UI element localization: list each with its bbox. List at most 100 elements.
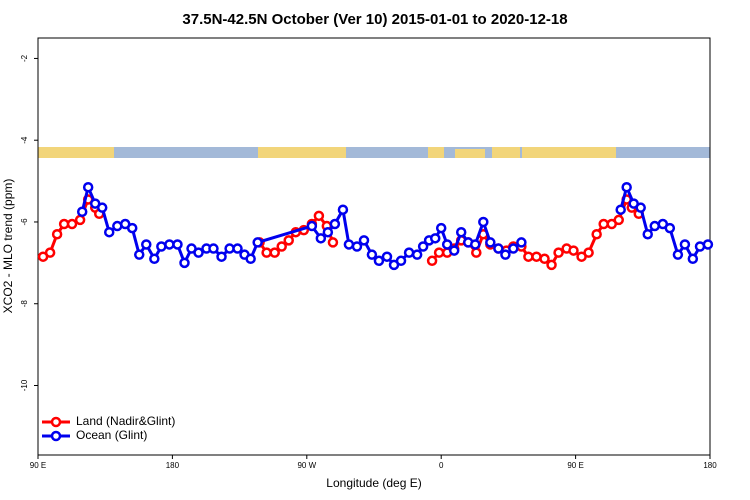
data-point [103,226,115,238]
data-point [164,239,175,250]
data-point [598,218,609,230]
legend-marker [50,430,62,442]
data-point [74,214,86,226]
data-point [358,235,370,246]
data-point [429,233,441,244]
data-point [642,228,653,240]
data-point [702,239,714,250]
land-strip [258,147,346,158]
ocean-strip [38,147,710,158]
data-point [327,237,339,248]
legend-label: Ocean (Glint) [76,428,147,442]
data-point [322,226,334,238]
data-point [531,251,542,262]
data-point [411,249,423,260]
y-tick-label: -10 [20,379,29,391]
data-point [343,239,355,250]
x-tick-label: 180 [703,461,717,470]
data-point [306,220,318,232]
data-point [417,241,429,252]
data-point [471,247,482,258]
data-point [126,222,138,234]
data-point [508,243,519,254]
legend-marker [50,416,62,428]
data-point [133,249,145,260]
data-point [51,228,63,240]
data-point [583,247,594,258]
data-point [76,206,88,217]
data-point [44,247,56,258]
data-point [313,210,325,222]
chart-title: 37.5N-42.5N October (Ver 10) 2015-01-01 … [182,11,567,28]
data-point [193,247,204,258]
data-point [329,218,341,230]
data-point [149,253,160,265]
data-point [351,241,363,252]
x-tick-label: 90 W [297,461,316,470]
data-point [539,253,550,265]
data-point [568,245,579,256]
data-point [337,204,349,215]
data-point [485,237,496,248]
data-point [448,245,460,256]
data-point [179,257,190,269]
data-point [679,239,691,250]
data-point [591,228,602,240]
data-point [672,249,684,260]
data-point [649,220,660,232]
data-point [276,241,287,252]
x-axis-label: Longitude (deg E) [326,476,421,490]
data-point [500,249,511,260]
data-point [433,247,445,258]
x-tick-label: 180 [166,461,180,470]
y-tick-label: -2 [20,54,29,62]
land-strip [455,149,485,158]
data-point [523,251,534,262]
data-point [478,216,489,228]
data-point [441,239,453,250]
data-point [516,237,527,248]
data-point [366,249,378,260]
data-point [395,255,407,267]
x-tick-label: 90 E [30,461,46,470]
data-point [96,202,108,213]
data-point [664,222,676,234]
plot-frame [37,37,711,456]
data-point [82,181,94,193]
data-point [493,243,504,254]
data-point [426,255,438,267]
data-point [156,241,167,252]
data-point [469,239,481,250]
data-point [269,247,280,258]
data-point [315,233,327,244]
x-tick-label: 0 [439,461,444,470]
data-point [455,226,467,238]
data-point [172,239,183,250]
y-tick-label: -8 [20,300,29,308]
data-point [613,214,625,226]
land-strip [522,147,616,158]
data-point [232,243,243,254]
data-point [66,218,78,230]
data-point [553,247,564,258]
map-strip [38,147,710,158]
data-point [283,235,294,246]
series [76,181,714,271]
data-point [403,247,415,258]
land-strip [428,147,444,158]
land-strip [492,147,520,158]
data-point [252,237,263,248]
y-tick-label: -6 [20,218,29,226]
x-tick-label: 90 E [567,461,583,470]
land-strip [38,147,114,158]
y-axis-label: XCO2 - MLO trend (ppm) [1,179,15,314]
data-point [635,202,646,213]
data-point [621,181,632,193]
legend-label: Land (Nadir&Glint) [76,414,175,428]
y-tick-label: -4 [20,136,29,144]
data-point [615,204,626,215]
data-point [208,243,219,254]
data-point [261,247,272,258]
data-point [245,253,256,265]
data-point [381,251,393,262]
